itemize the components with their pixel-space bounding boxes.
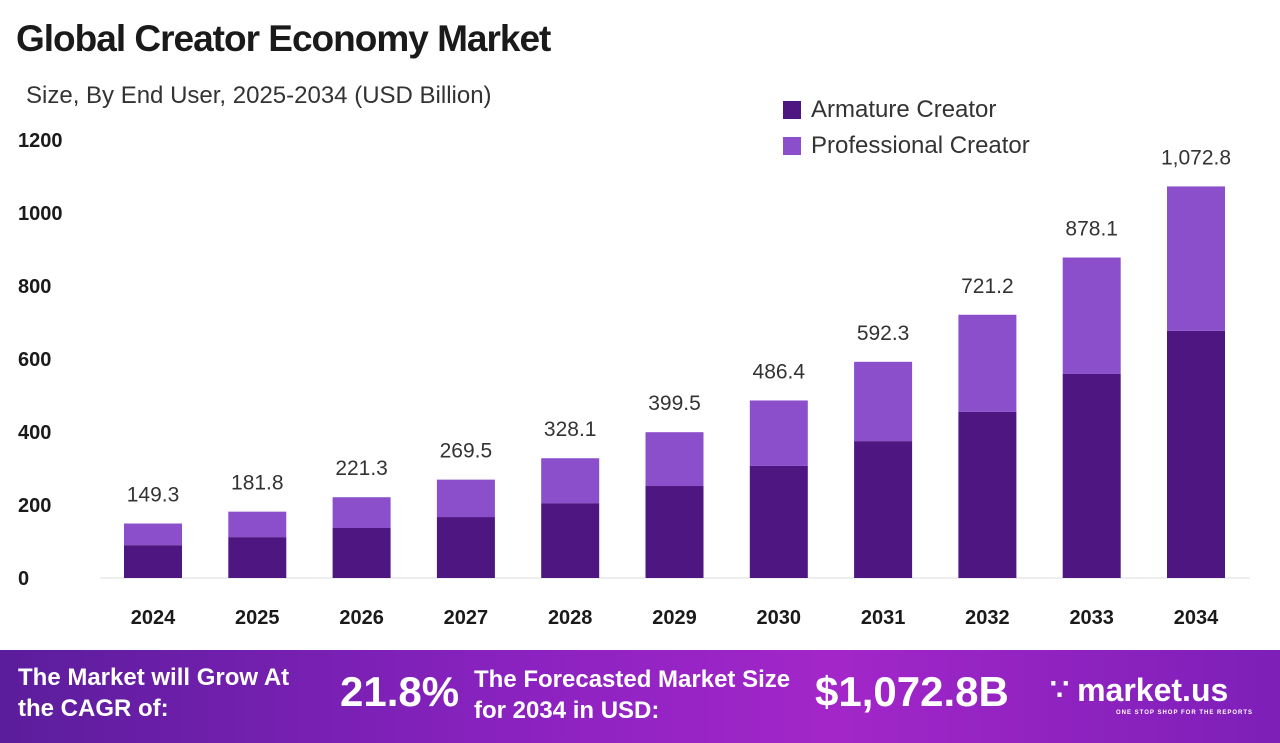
legend-item-armature: Armature Creator <box>783 96 996 124</box>
total-label: 149.3 <box>127 484 180 507</box>
market-us-logo: ∵ market.us ONE STOP SHOP FOR THE REPORT… <box>1050 672 1252 716</box>
bar-professional-2031 <box>854 361 913 442</box>
bar-armature-2025 <box>228 537 287 578</box>
x-tick-label: 2025 <box>235 607 280 629</box>
bar-professional-2032 <box>958 314 1017 412</box>
x-tick-label: 2024 <box>131 607 176 629</box>
cagr-text: The Market will Grow At the CAGR of: <box>18 664 290 722</box>
y-tick-label: 1200 <box>18 130 63 152</box>
bar-professional-2026 <box>332 497 391 528</box>
x-tick-label: 2028 <box>548 607 593 629</box>
x-tick-label: 2033 <box>1069 607 1114 629</box>
y-tick-label: 200 <box>18 495 51 517</box>
bar-professional-2024 <box>124 523 182 546</box>
forecast-value: $1,072.8B <box>815 668 1009 715</box>
legend-item-professional: Professional Creator <box>783 132 1030 160</box>
chart-area: 0 200 400 600 800 1000 1200 149.3 2024 181.8 2025 2… <box>18 130 1250 629</box>
bar-professional-2029 <box>645 432 704 487</box>
logo-tagline: ONE STOP SHOP FOR THE REPORTS <box>1116 710 1254 716</box>
bar-armature-2032 <box>958 411 1017 578</box>
bar-professional-2028 <box>541 458 600 504</box>
x-tick-label: 2034 <box>1174 607 1219 629</box>
bar-professional-2034 <box>1167 186 1225 331</box>
bar-professional-2027 <box>436 479 495 518</box>
total-label: 721.2 <box>961 275 1014 298</box>
footer-banner: The Market will Grow At the CAGR of: 21.… <box>0 650 1280 743</box>
x-tick-label: 2026 <box>339 607 384 629</box>
bar-armature-2029 <box>645 486 704 578</box>
bar-armature-2027 <box>436 517 495 578</box>
logo-text: market.us <box>1077 672 1229 708</box>
total-label: 878.1 <box>1065 217 1118 240</box>
total-label: 269.5 <box>440 440 493 463</box>
forecast-text: The Forecasted Market Size for 2034 in U… <box>474 666 791 724</box>
bar-armature-2031 <box>854 441 913 578</box>
total-label: 399.5 <box>648 392 701 415</box>
bar-professional-2030 <box>749 400 808 466</box>
total-label: 1,072.8 <box>1161 146 1231 169</box>
y-tick-label: 1000 <box>18 203 63 225</box>
legend-label: Professional Creator <box>811 132 1030 159</box>
bar-armature-2024 <box>124 545 182 578</box>
y-tick-label: 600 <box>18 349 51 371</box>
x-tick-label: 2027 <box>444 607 489 629</box>
y-tick-label: 0 <box>18 568 29 590</box>
total-label: 328.1 <box>544 418 597 441</box>
x-tick-label: 2029 <box>652 607 697 629</box>
y-tick-label: 800 <box>18 276 51 298</box>
bar-armature-2033 <box>1062 373 1121 578</box>
x-tick-label: 2030 <box>757 607 802 629</box>
bar-armature-2026 <box>332 527 391 578</box>
bar-professional-2033 <box>1062 257 1121 374</box>
legend-swatch <box>783 137 801 155</box>
bar-armature-2030 <box>749 465 808 578</box>
total-label: 181.8 <box>231 472 284 495</box>
cagr-value: 21.8% <box>340 668 460 715</box>
bar-professional-2025 <box>228 511 287 538</box>
bar-armature-2028 <box>541 503 600 578</box>
bar-armature-2034 <box>1167 330 1225 578</box>
logo-mark-icon: ∵ <box>1050 674 1070 707</box>
total-label: 486.4 <box>753 360 806 383</box>
legend-label: Armature Creator <box>811 96 997 123</box>
x-tick-label: 2031 <box>861 607 906 629</box>
chart-subtitle: Size, By End User, 2025-2034 (USD Billio… <box>26 82 492 109</box>
y-tick-label: 400 <box>18 422 51 444</box>
x-tick-label: 2032 <box>965 607 1010 629</box>
chart-title: Global Creator Economy Market <box>16 18 551 59</box>
total-label: 221.3 <box>335 457 388 480</box>
legend-swatch <box>783 101 801 119</box>
total-label: 592.3 <box>857 322 910 345</box>
